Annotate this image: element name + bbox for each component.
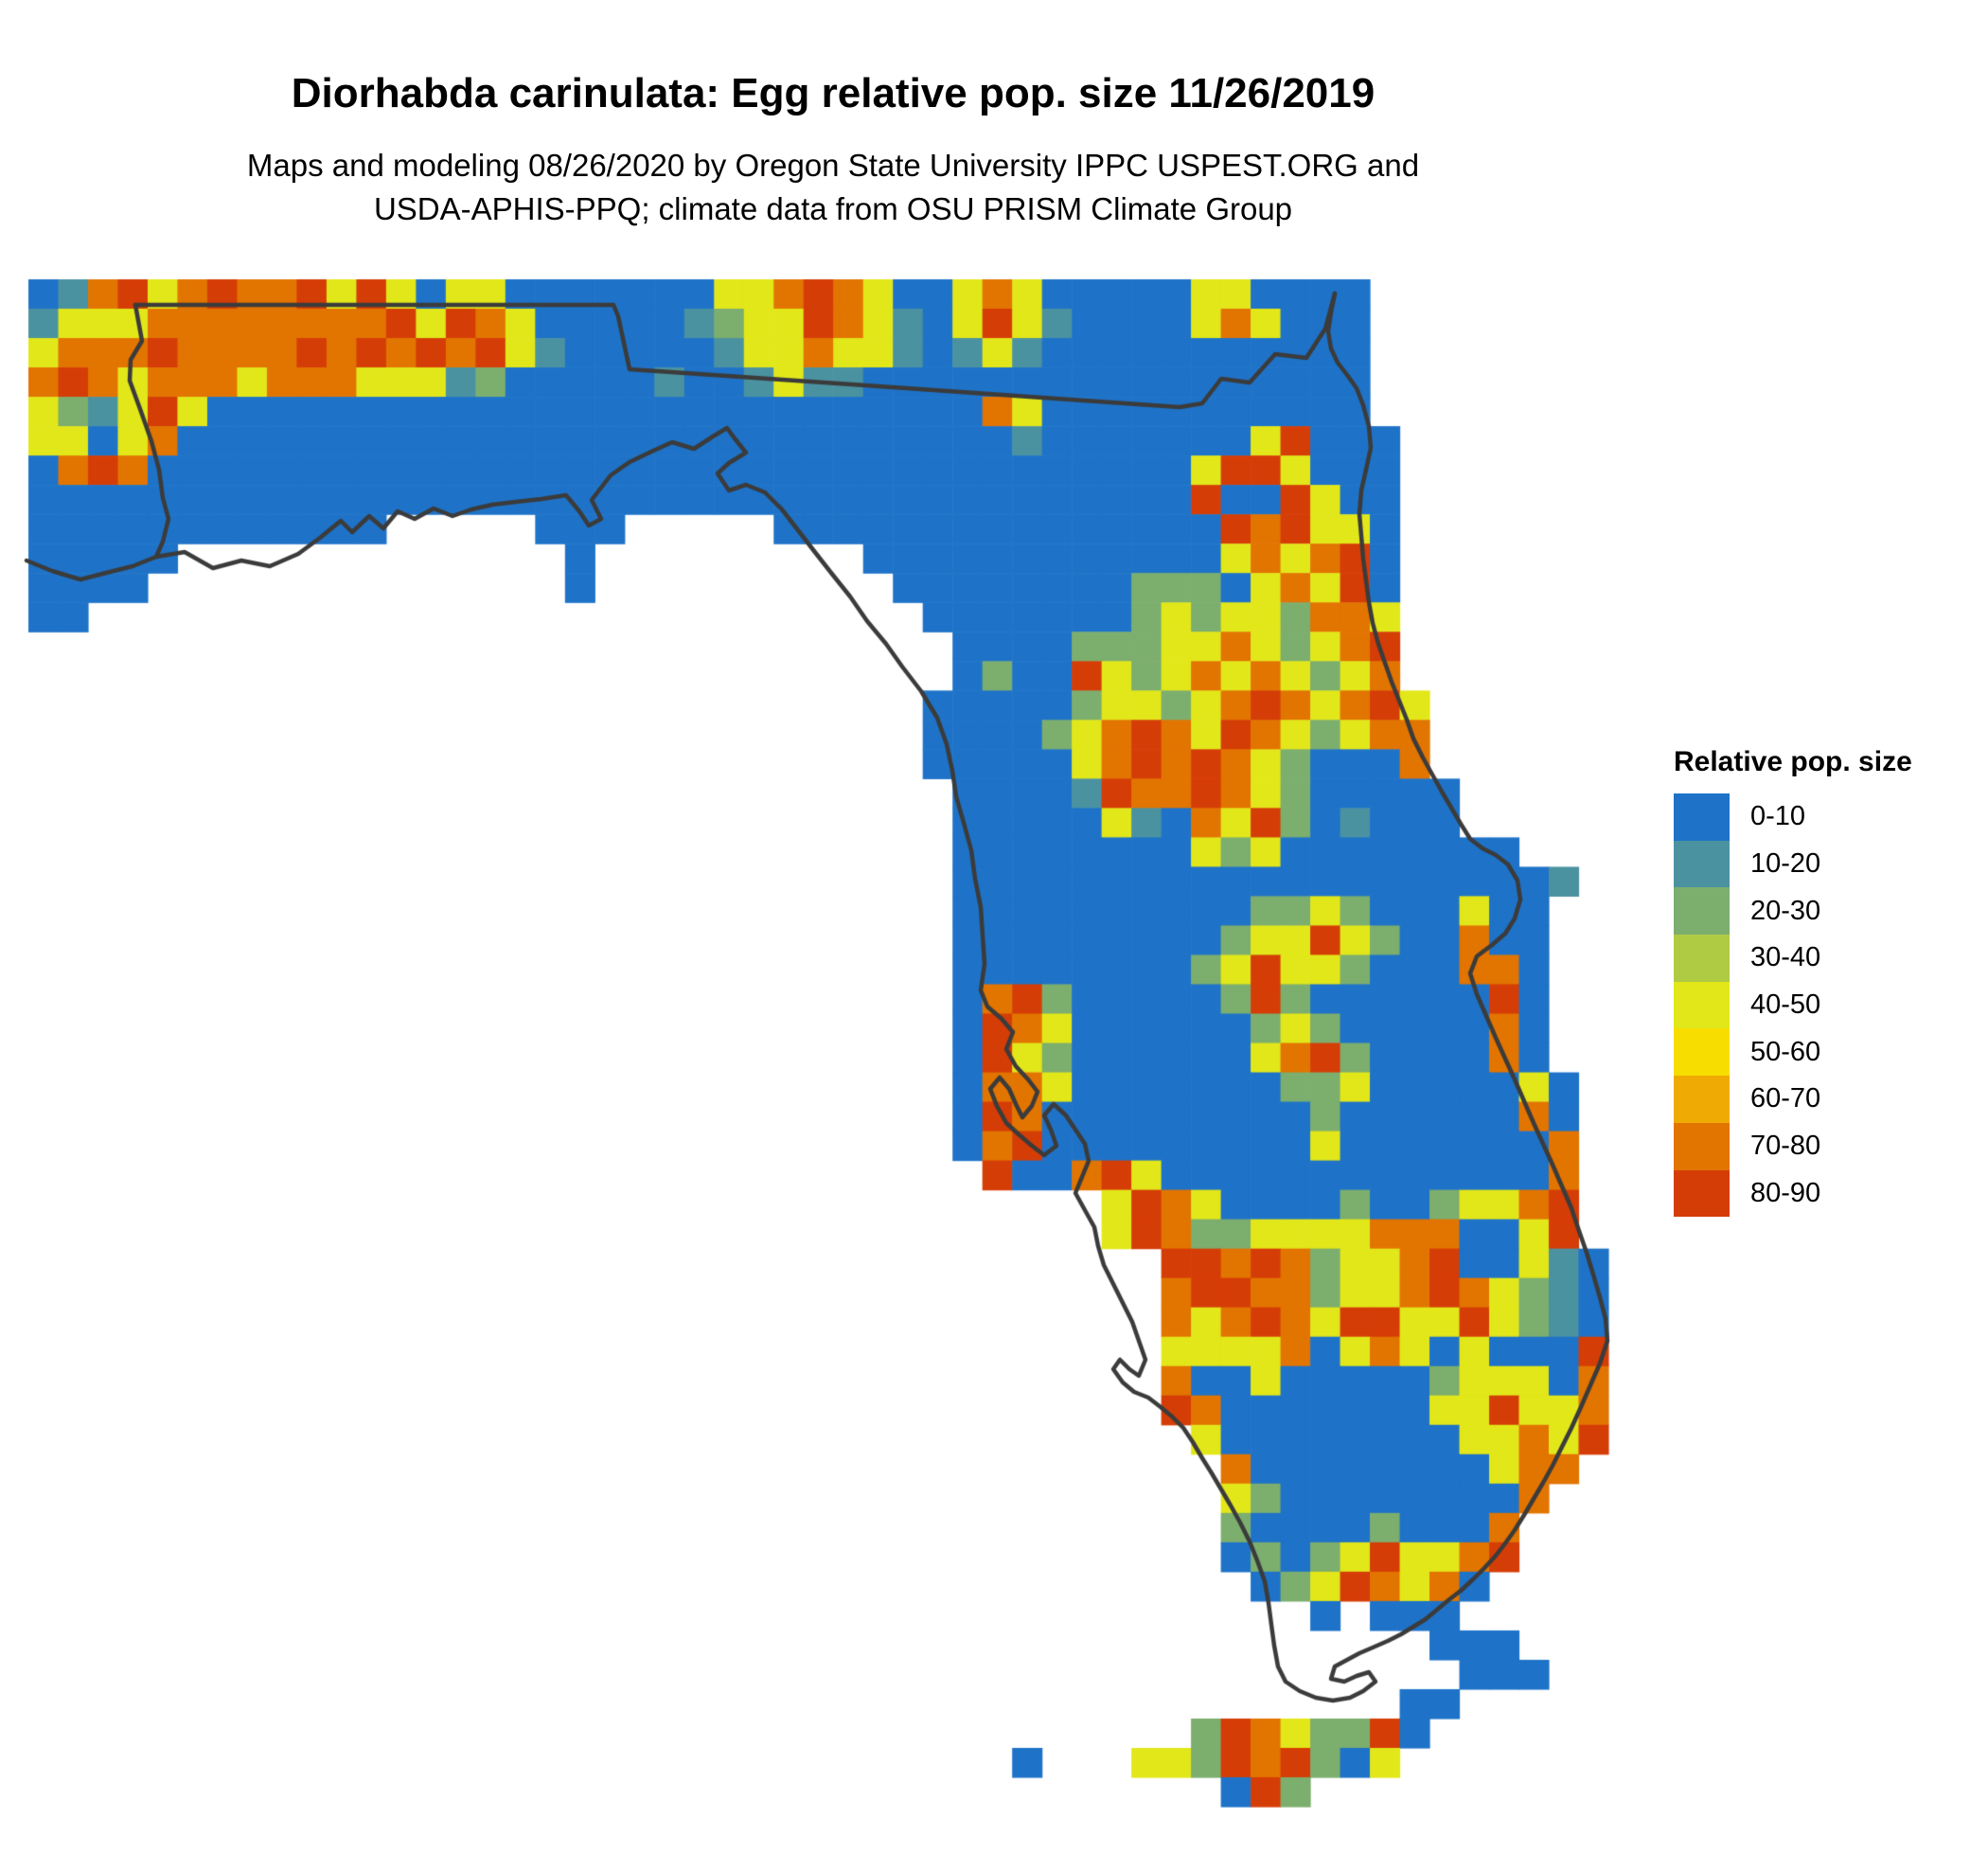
legend-label: 70-80 [1750, 1131, 1821, 1162]
legend-item: 70-80 [1674, 1122, 1912, 1170]
legend-item: 40-50 [1674, 981, 1912, 1029]
legend-label: 80-90 [1750, 1177, 1821, 1208]
legend-swatch [1674, 981, 1730, 1029]
legend-swatch [1674, 935, 1730, 982]
header: Diorhabda carinulata: Egg relative pop. … [0, 70, 1666, 231]
legend-swatch [1674, 1076, 1730, 1123]
legend-label: 10-20 [1750, 848, 1821, 880]
legend: Relative pop. size 0-10 10-20 20-30 30-40 40… [1674, 746, 1912, 1218]
legend-items: 0-10 10-20 20-30 30-40 40-50 50-60 60-70 70-80 8… [1674, 793, 1912, 1218]
legend-swatch [1674, 887, 1730, 936]
legend-swatch [1674, 840, 1730, 888]
legend-item: 20-30 [1674, 887, 1912, 936]
legend-label: 20-30 [1750, 895, 1821, 926]
legend-swatch [1674, 1028, 1730, 1077]
legend-item: 50-60 [1674, 1028, 1912, 1077]
legend-label: 30-40 [1750, 942, 1821, 973]
legend-swatch [1674, 793, 1730, 841]
legend-swatch [1674, 1169, 1730, 1218]
legend-item: 0-10 [1674, 793, 1912, 841]
page-title: Diorhabda carinulata: Egg relative pop. … [291, 70, 1376, 116]
subtitle-line-2: USDA-APHIS-PPQ; climate data from OSU PR… [373, 191, 1293, 226]
legend-title: Relative pop. size [1674, 746, 1912, 777]
legend-item: 60-70 [1674, 1076, 1912, 1123]
legend-label: 40-50 [1750, 989, 1821, 1021]
legend-label: 60-70 [1750, 1083, 1821, 1114]
legend-label: 50-60 [1750, 1036, 1821, 1067]
legend-item: 30-40 [1674, 935, 1912, 982]
legend-item: 80-90 [1674, 1169, 1912, 1218]
map-subtitle: Maps and modeling 08/26/2020 by Oregon S… [0, 144, 1666, 231]
legend-swatch [1674, 1122, 1730, 1170]
legend-item: 10-20 [1674, 840, 1912, 888]
legend-label: 0-10 [1750, 801, 1806, 832]
subtitle-line-1: Maps and modeling 08/26/2020 by Oregon S… [246, 148, 1420, 183]
